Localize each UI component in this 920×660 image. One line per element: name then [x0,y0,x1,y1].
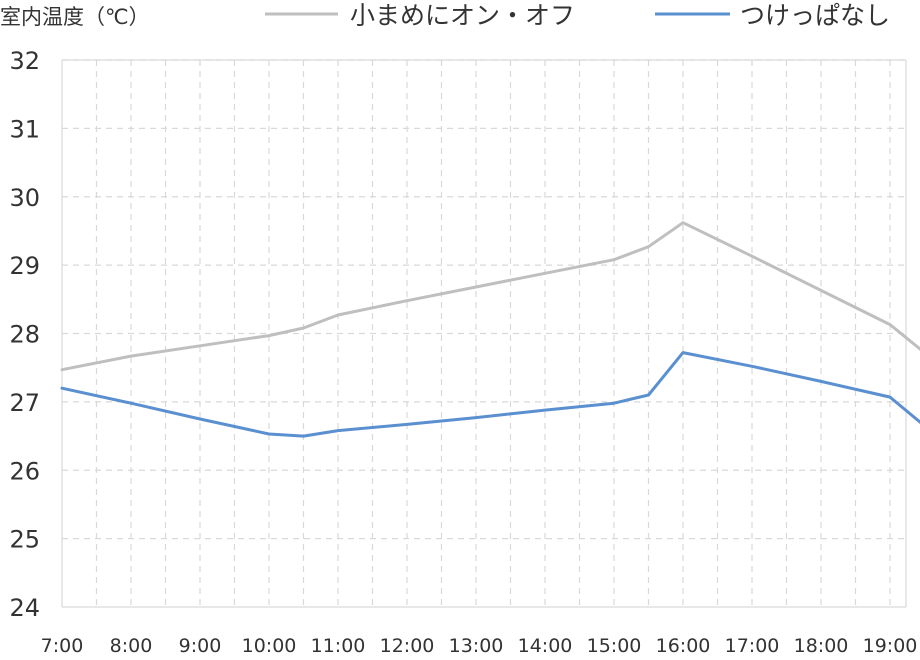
y-tick-label: 28 [9,321,40,349]
y-axis-label: 室内温度（℃） [0,5,150,29]
y-tick-label: 30 [9,184,40,212]
legend-label-2: つけっぱなし [740,1,890,30]
x-tick-label: 12:00 [380,635,435,657]
tick-labels: 24 25 26 27 28 29 30 31 32 7:00 8:00 9:00 10:00 11:00… [9,47,917,657]
x-tick-label: 15:00 [587,635,642,657]
x-tick-label: 16:00 [656,635,711,657]
series-line-2 [60,351,920,438]
x-tick-label: 9:00 [179,635,222,657]
y-tick-label: 25 [9,526,40,554]
x-tick-label: 8:00 [110,635,153,657]
grid [61,59,907,608]
legend-label-1: 小まめにオン・オフ [350,1,575,30]
x-tick-label: 17:00 [725,635,780,657]
x-tick-label: 19:00 [863,635,918,657]
y-tick-label: 26 [9,457,40,485]
series-layer [60,221,920,438]
x-tick-label: 11:00 [311,635,366,657]
x-tick-label: 18:00 [794,635,849,657]
x-tick-label: 13:00 [449,635,504,657]
x-tick-label: 7:00 [41,635,84,657]
x-tick-label: 14:00 [518,635,573,657]
y-tick-label: 32 [9,47,40,75]
y-tick-label: 31 [9,115,40,143]
y-tick-label: 29 [9,252,40,280]
y-tick-label: 24 [9,594,40,622]
series-line-1 [60,221,920,372]
y-tick-label: 27 [9,389,40,417]
legend: 小まめにオン・オフ つけっぱなし [265,1,890,30]
x-tick-label: 10:00 [242,635,297,657]
